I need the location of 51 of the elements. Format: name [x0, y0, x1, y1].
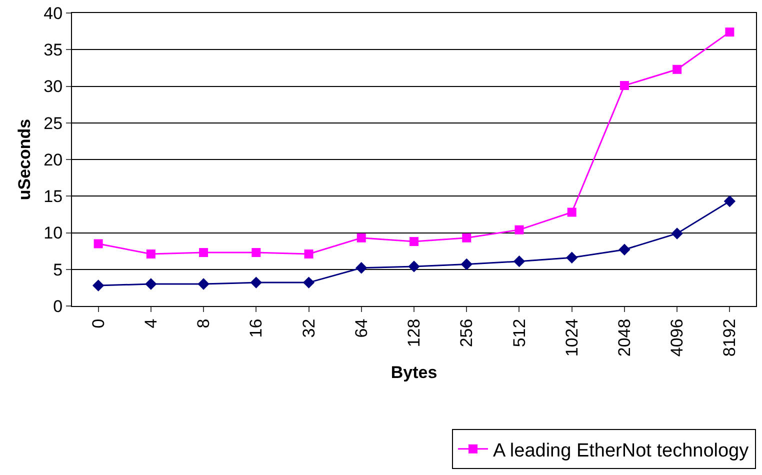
- y-tick-label: 0: [53, 296, 63, 316]
- point: [462, 233, 472, 242]
- point: [618, 244, 630, 256]
- y-tick-label: 20: [44, 150, 63, 170]
- point: [514, 225, 524, 234]
- point: [302, 276, 315, 288]
- point: [146, 249, 156, 258]
- point: [672, 64, 682, 74]
- point: [145, 278, 157, 290]
- x-tick-label: 64: [352, 318, 371, 338]
- point: [199, 248, 208, 258]
- y-tick-label: 10: [44, 224, 63, 243]
- point: [725, 28, 734, 37]
- y-tick-label: 30: [44, 77, 63, 96]
- point: [356, 233, 366, 242]
- y-tick-label: 40: [44, 4, 63, 23]
- x-tick-label: 8: [194, 318, 214, 328]
- point: [252, 248, 261, 258]
- x-tick-label: 256: [457, 318, 476, 348]
- x-tick-label: 32: [299, 318, 318, 338]
- point: [94, 239, 103, 248]
- x-tick-label: 16: [246, 318, 266, 338]
- x-axis-title: Bytes: [390, 363, 438, 382]
- point: [460, 258, 472, 270]
- y-tick-label: 35: [44, 40, 63, 60]
- point: [408, 260, 420, 272]
- point: [356, 262, 368, 274]
- y-tick-label: 15: [44, 187, 63, 206]
- y-tick-label: 5: [53, 260, 63, 280]
- point: [410, 237, 418, 246]
- x-tick-label: 512: [510, 318, 529, 348]
- point: [92, 280, 104, 292]
- point: [513, 255, 526, 268]
- x-tick-label: 4096: [668, 318, 687, 357]
- x-tick-label: 8192: [720, 318, 740, 357]
- point: [566, 252, 578, 264]
- point: [198, 278, 210, 290]
- y-axis-title: uSeconds: [15, 118, 34, 200]
- point: [671, 228, 683, 240]
- x-tick-label: 2048: [614, 318, 634, 357]
- point: [304, 249, 314, 258]
- point: [620, 81, 629, 90]
- legend-label: A leading EtherNot technology: [493, 440, 750, 462]
- y-tick-label: 25: [44, 114, 63, 133]
- x-tick-label: 1024: [562, 318, 582, 357]
- point: [724, 195, 736, 208]
- x-tick-label: 0: [88, 318, 108, 328]
- x-tick-label: 4: [141, 318, 160, 328]
- point: [567, 208, 576, 217]
- x-tick-label: 128: [404, 318, 424, 348]
- point: [250, 276, 262, 288]
